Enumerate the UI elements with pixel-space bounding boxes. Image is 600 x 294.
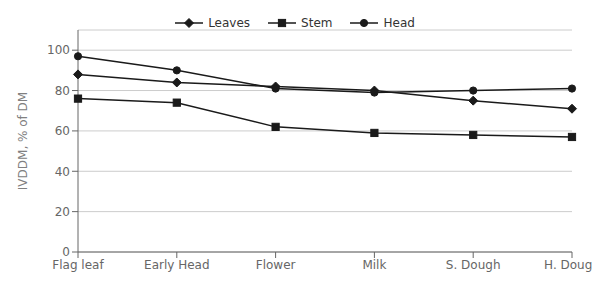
html-text:Leaves: Leaves <box>208 16 251 30</box>
html-text:Stem: Stem <box>301 16 333 30</box>
svg-text:20: 20 <box>55 205 70 219</box>
svg-text:H. Dough: H. Dough <box>544 258 592 272</box>
svg-text:60: 60 <box>55 124 70 138</box>
svg-text:S. Dough: S. Dough <box>446 258 501 272</box>
svg-text:Early Head: Early Head <box>144 258 210 272</box>
svg-text:0: 0 <box>62 245 70 259</box>
svg-text:Milk: Milk <box>362 258 386 272</box>
svg-text:Flower: Flower <box>256 258 296 272</box>
svg-text:IVDDM, % of DM: IVDDM, % of DM <box>16 92 30 190</box>
svg-text:100: 100 <box>47 43 70 57</box>
html-text:Head: Head <box>383 16 415 30</box>
svg-text:40: 40 <box>55 165 70 179</box>
svg-text:80: 80 <box>55 84 70 98</box>
svg-text:Flag leaf: Flag leaf <box>52 258 104 272</box>
